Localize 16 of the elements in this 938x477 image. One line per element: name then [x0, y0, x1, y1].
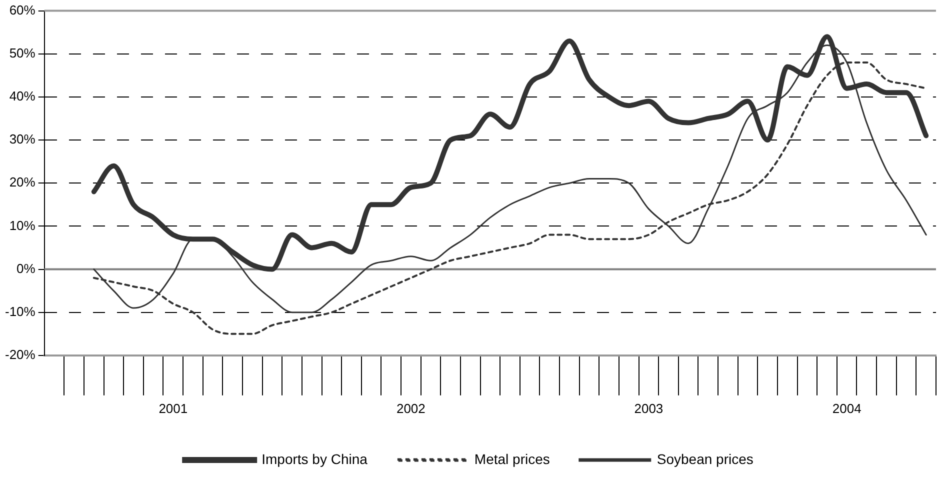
- y-tick-label: 60%: [9, 2, 36, 18]
- legend-label: Metal prices: [474, 450, 550, 467]
- x-tick-label: 2004: [832, 400, 862, 416]
- legend-label: Imports by China: [262, 450, 368, 467]
- y-tick-label: -20%: [4, 346, 36, 362]
- y-tick-label: 30%: [9, 132, 36, 147]
- y-tick-label: 0%: [16, 260, 36, 276]
- y-tick-label: 20%: [9, 174, 36, 190]
- y-tick-label: 10%: [9, 218, 36, 233]
- x-tick-label: 2001: [158, 400, 188, 416]
- x-tick-label: 2003: [634, 400, 664, 416]
- x-tick-label: 2002: [396, 400, 426, 416]
- y-tick-label: 50%: [9, 45, 36, 60]
- legend-label: Soybean prices: [656, 450, 754, 467]
- y-tick-label: 40%: [9, 88, 36, 104]
- y-tick-label: -10%: [4, 304, 36, 319]
